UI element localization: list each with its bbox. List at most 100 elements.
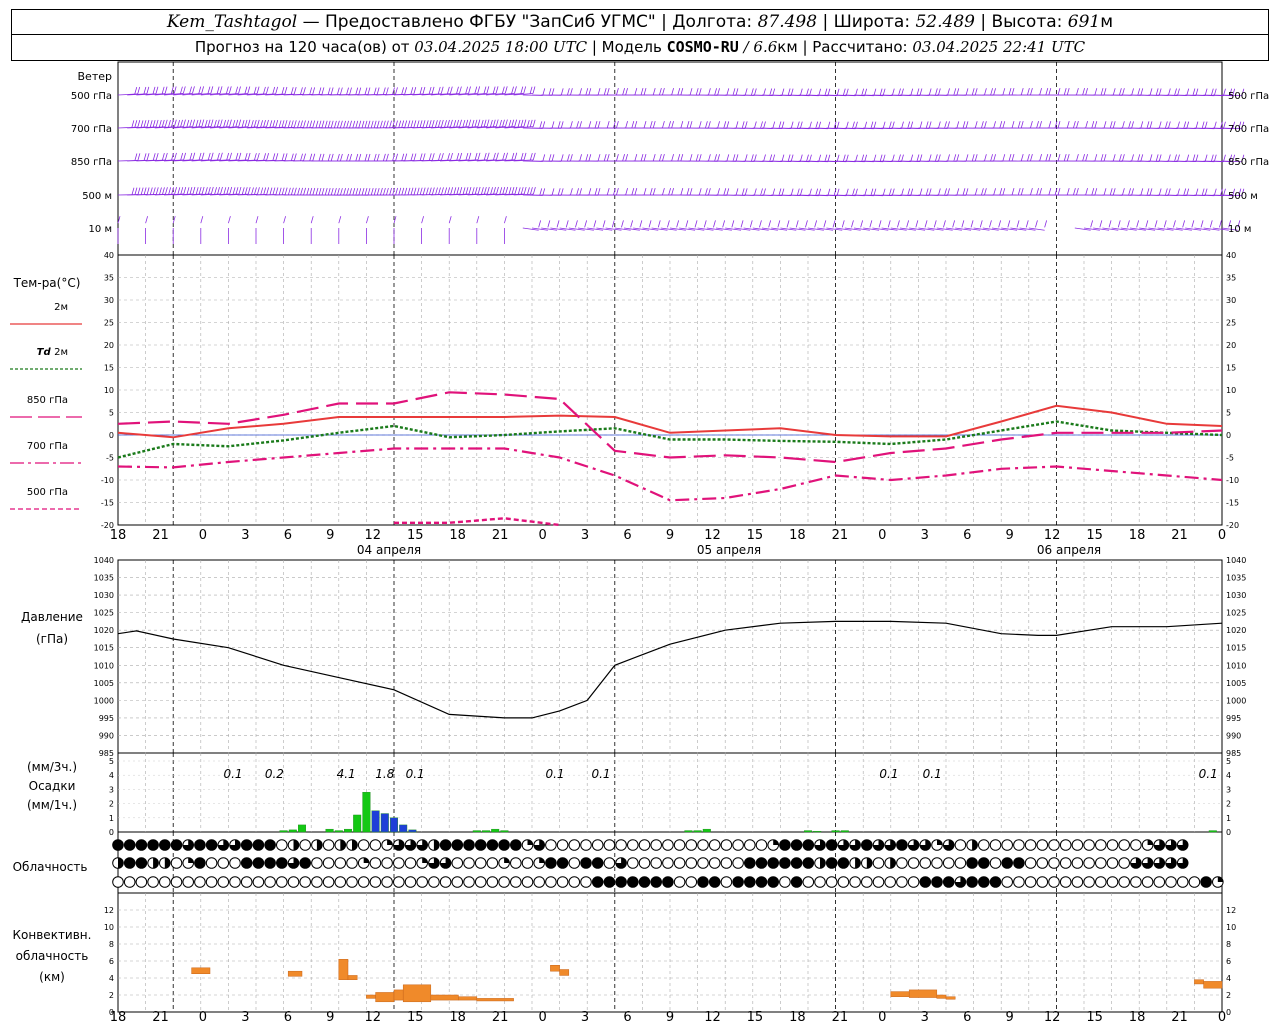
pressure-ytick-right: 990 <box>1226 731 1241 740</box>
wind-barb-feather <box>680 88 684 96</box>
wind-barb-feather <box>1192 88 1196 96</box>
cloud-cover-symbol <box>1141 876 1154 888</box>
wind-title: Ветер <box>78 70 112 83</box>
wind-barb-shaft <box>697 227 714 231</box>
time-tick-temp: 12 <box>704 528 721 543</box>
cloud-cover-fill <box>855 857 861 869</box>
wind-barb-feather <box>993 121 996 129</box>
time-tick-temp: 21 <box>832 528 849 543</box>
wind-barb-feather <box>698 88 702 96</box>
wind-barb-shaft <box>467 193 488 196</box>
wind-barb-shaft <box>1221 194 1242 197</box>
time-tick-bottom: 0 <box>538 1010 546 1024</box>
time-tick-temp: 3 <box>241 528 249 543</box>
wind-barb-feather <box>346 120 349 128</box>
wind-barb-feather <box>155 153 159 161</box>
wind-barb-feather <box>315 187 319 196</box>
time-tick-bottom: 15 <box>1086 1010 1103 1024</box>
wind-barb-feather <box>373 153 377 162</box>
wind-barb-feather <box>1020 121 1024 129</box>
wind-barb-feather <box>131 120 135 128</box>
wind-barb-feather <box>416 120 420 128</box>
cloud-cover-symbol <box>568 857 581 869</box>
cloud-cover-symbol <box>1048 839 1060 851</box>
wind-barb-feather <box>428 187 432 195</box>
wind-barb-feather <box>172 216 176 224</box>
wind-barb-feather <box>306 187 310 196</box>
wind-barb-feather <box>588 154 592 162</box>
wind-barb-feather <box>1137 154 1141 162</box>
cloud-cover-symbol <box>556 839 569 851</box>
cloud-cover-symbol <box>896 876 908 888</box>
wind-barb-feather <box>404 87 408 95</box>
cloud-cover-symbol <box>112 876 124 888</box>
wind-barb-feather <box>318 87 322 95</box>
wind-barb-feather <box>799 88 803 96</box>
wind-barb-feather <box>392 120 395 128</box>
wind-barb-shaft <box>513 159 534 162</box>
wind-barb-feather <box>790 154 794 162</box>
wind-barb-shaft <box>1083 227 1100 231</box>
wind-barb-feather <box>379 120 383 128</box>
wind-barb-feather <box>1057 120 1061 129</box>
wind-barb-feather <box>845 154 849 162</box>
cloud-cover-symbol <box>779 857 791 869</box>
wind-barb-feather <box>823 220 827 228</box>
wind-barb-feather <box>901 188 904 196</box>
wind-barb-feather <box>1039 87 1042 96</box>
wind-barb-feather <box>974 121 978 129</box>
wind-barb-shaft <box>1221 127 1242 130</box>
temp-ytick-right: -20 <box>1226 521 1239 530</box>
wind-barb-feather <box>901 121 904 129</box>
wind-barb-feather <box>818 188 822 196</box>
temp-ytick-left: 0 <box>109 431 114 440</box>
cloud-cover-symbol <box>264 857 276 869</box>
cloud-cover-symbol <box>135 876 148 888</box>
wind-barb-feather <box>606 121 610 129</box>
wind-barb-feather <box>449 86 453 94</box>
wind-barb-feather <box>723 188 727 196</box>
wind-barb-feather <box>1002 88 1006 96</box>
day-label: 06 апреля <box>1037 543 1101 557</box>
wind-barb-feather <box>392 87 395 95</box>
wind-barb-feather <box>981 188 984 196</box>
wind-barb-feather <box>680 154 684 162</box>
cloud-cover-fill <box>773 839 779 845</box>
precip-bar <box>344 828 353 833</box>
wind-barb-feather <box>1127 220 1130 228</box>
cloudiness-title: Облачность <box>13 860 88 874</box>
wind-barb-feather <box>882 188 886 196</box>
wind-barb-feather <box>1241 88 1245 96</box>
wind-barb-feather <box>164 119 168 127</box>
time-tick-bottom: 9 <box>666 1010 674 1024</box>
wind-barb-shaft <box>504 126 524 129</box>
wind-barb-shaft <box>706 227 723 231</box>
wind-barb-feather <box>1099 220 1103 228</box>
wind-barb-feather <box>566 88 570 96</box>
precip-ytick-left: 1 <box>109 814 114 823</box>
wind-barb-feather <box>1085 88 1088 96</box>
wind-barb-feather <box>744 88 748 96</box>
wind-barb-feather <box>358 188 362 196</box>
wind-barb-shaft <box>430 93 451 96</box>
wind-barb-feather <box>1045 87 1049 96</box>
wind-barb-feather <box>855 154 858 162</box>
wind-barb-feather <box>471 187 475 195</box>
wind-barb-feather <box>300 120 303 128</box>
cloud-cover-symbol <box>439 839 452 851</box>
wind-barb-feather <box>358 120 362 128</box>
wind-barb-shaft <box>991 227 1008 231</box>
wind-barb-feather <box>539 121 543 129</box>
wind-barb-shaft <box>531 227 548 231</box>
wind-barb-feather <box>465 86 469 94</box>
wind-barb-shaft <box>182 193 203 196</box>
wind-barb-feather <box>1167 121 1171 129</box>
pressure-ytick-right: 1015 <box>1226 644 1246 653</box>
wind-barb-feather <box>152 153 156 161</box>
wind-barb-shaft <box>605 227 622 231</box>
cloud-cover-fill <box>527 839 533 845</box>
wind-barb-feather <box>288 187 291 195</box>
wind-barb-feather <box>560 121 564 129</box>
wind-barb-feather <box>542 188 546 196</box>
wind-barb-feather <box>1082 88 1085 96</box>
